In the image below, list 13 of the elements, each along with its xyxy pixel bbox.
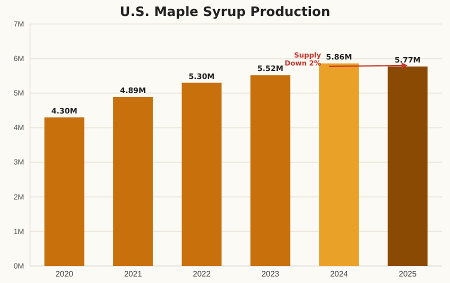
bar bbox=[388, 66, 428, 266]
x-tick-label: 2023 bbox=[261, 270, 280, 279]
bar bbox=[250, 75, 290, 266]
bar bbox=[113, 96, 153, 266]
x-tick-label: 2022 bbox=[192, 270, 212, 279]
bar bbox=[182, 82, 222, 266]
x-tick-label: 2024 bbox=[330, 270, 348, 279]
x-tick-label: 2025 bbox=[398, 270, 418, 279]
x-tick-label: 2021 bbox=[124, 270, 142, 279]
x-tick-label: 2020 bbox=[55, 270, 74, 279]
bar bbox=[44, 117, 84, 266]
chart-title: U.S. Maple Syrup Production bbox=[120, 5, 330, 20]
bar bbox=[319, 63, 359, 266]
